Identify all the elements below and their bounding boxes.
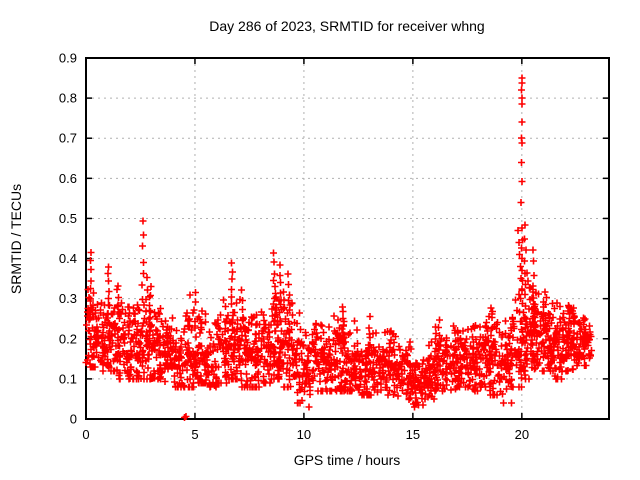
x-tick-label: 15 (406, 427, 420, 442)
y-tick-label: 0.1 (59, 371, 77, 386)
scatter-marker-path (82, 74, 595, 421)
x-tick-label: 5 (191, 427, 198, 442)
plot-border (85, 57, 610, 420)
y-tick-label: 0.7 (59, 131, 77, 146)
y-tick-label: 0.8 (59, 91, 77, 106)
y-tick-label: 0 (70, 412, 77, 427)
y-tick-label: 0.2 (59, 331, 77, 346)
x-tick-label: 0 (82, 427, 89, 442)
y-tick-label: 0.6 (59, 171, 77, 186)
x-tick-label: 20 (515, 427, 529, 442)
y-tick-labels: 0 0.1 0.2 0.3 0.4 0.5 0.6 0.7 0.8 0.9 (59, 51, 77, 427)
chart-title: Day 286 of 2023, SRMTID for receiver whn… (209, 18, 484, 34)
y-tick-label: 0.3 (59, 291, 77, 306)
y-tick-label: 0.4 (59, 251, 77, 266)
y-tick-label: 0.5 (59, 211, 77, 226)
y-axis-label: SRMTID / TECUs (8, 184, 24, 294)
x-tick-label: 10 (297, 427, 311, 442)
plot-border-rect (85, 57, 610, 420)
x-axis-label: GPS time / hours (294, 452, 401, 468)
scatter-points (82, 74, 595, 421)
x-tick-labels: 0 5 10 15 20 (82, 427, 529, 442)
y-tick-label: 0.9 (59, 51, 77, 66)
axis-ticks (85, 57, 609, 420)
